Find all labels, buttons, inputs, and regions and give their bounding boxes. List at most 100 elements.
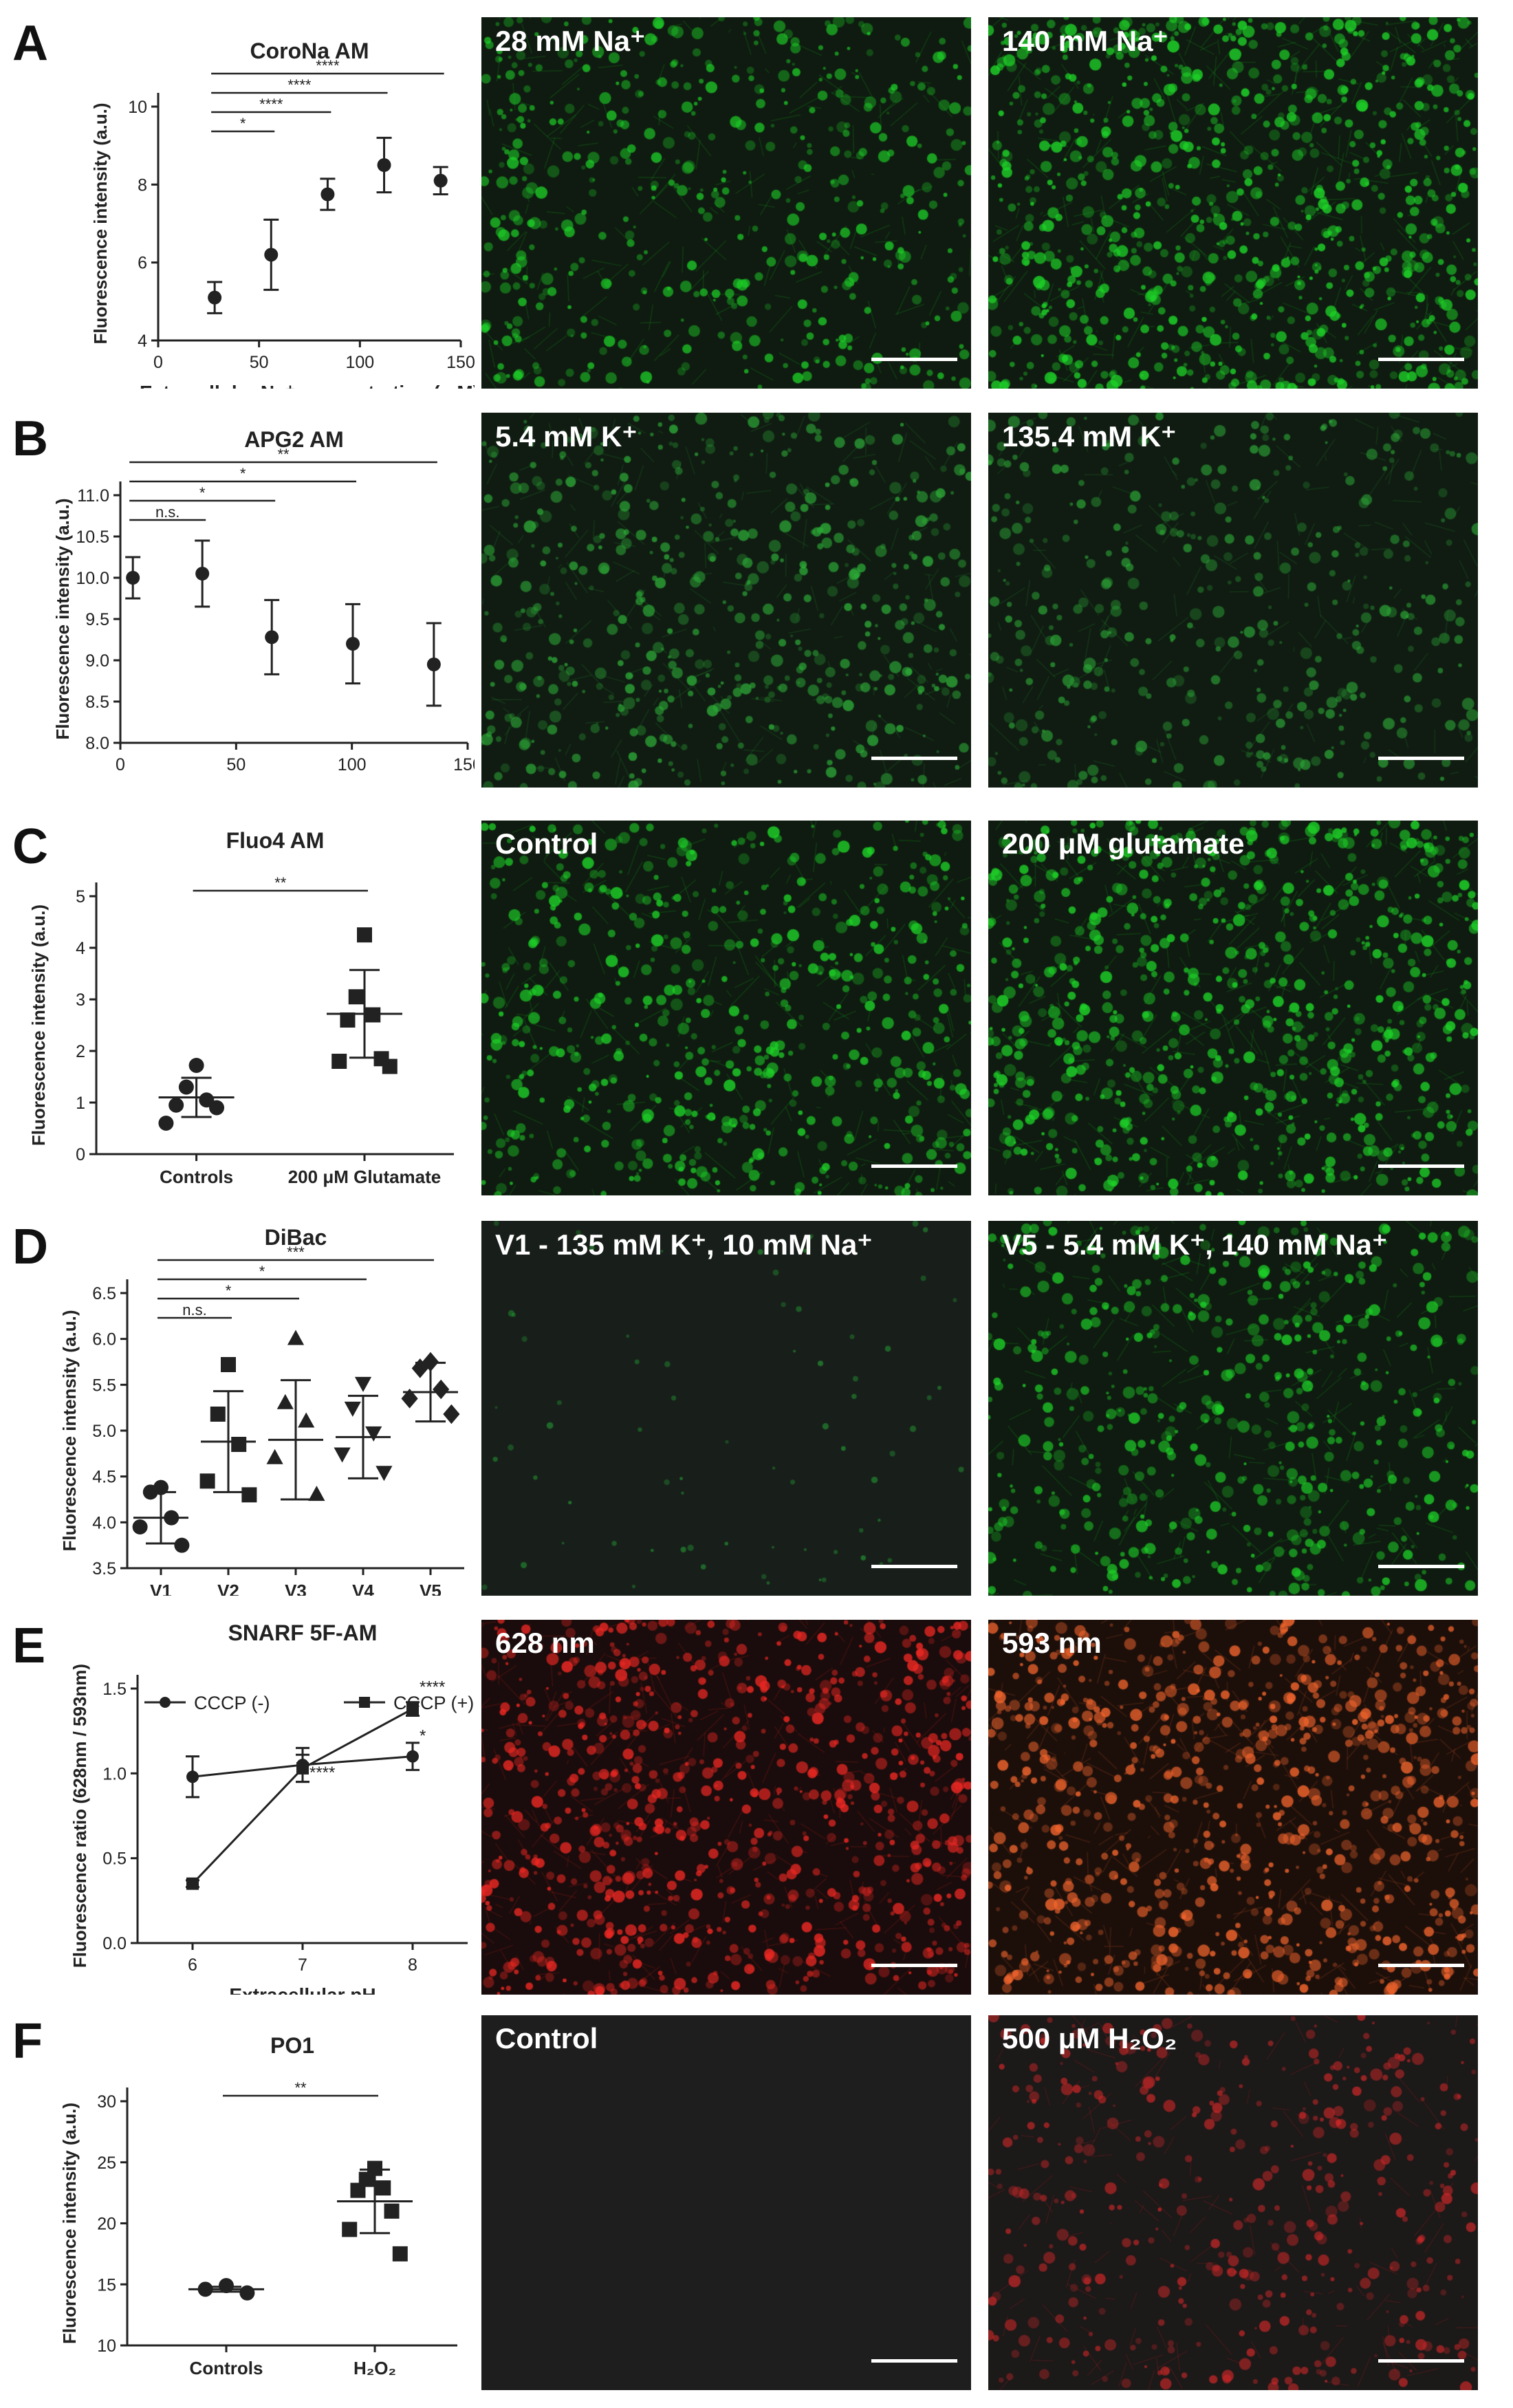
y-axis-label: Fluorescence intensity (a.u.) bbox=[52, 498, 73, 739]
data-point bbox=[384, 2203, 400, 2219]
micrograph-label: 628 nm bbox=[495, 1627, 595, 1659]
significance-label: **** bbox=[420, 1678, 445, 1697]
data-point bbox=[287, 1330, 305, 1345]
micrograph: 200 μM glutamate bbox=[988, 821, 1478, 1195]
x-tick-label: 7 bbox=[298, 1955, 307, 1975]
y-tick-label: 10.5 bbox=[76, 528, 109, 547]
y-axis-label: Fluorescence intensity (a.u.) bbox=[59, 1310, 80, 1551]
chart-panel-c: C Fluo4 AM 0 1 2 3 4 5 Controls 200 μM Glutamate F… bbox=[12, 821, 454, 1187]
y-tick-label: 0.5 bbox=[102, 1850, 127, 1869]
data-point bbox=[340, 1012, 356, 1028]
series-line bbox=[191, 1708, 413, 1885]
y-tick-label: 4.0 bbox=[92, 1513, 116, 1532]
data-point bbox=[411, 1358, 428, 1378]
data-point bbox=[174, 1537, 190, 1553]
data-point bbox=[158, 1116, 174, 1131]
x-tick-label: 8 bbox=[408, 1955, 417, 1975]
micrograph-label: 28 mM Na⁺ bbox=[495, 25, 646, 57]
x-tick-label: 150 bbox=[446, 353, 475, 372]
significance-label: * bbox=[420, 1727, 426, 1746]
significance-label: ** bbox=[274, 874, 287, 891]
data-point bbox=[195, 567, 210, 581]
y-tick-label: 1.0 bbox=[102, 1764, 127, 1783]
scale-bar bbox=[871, 2359, 957, 2363]
axes bbox=[126, 2087, 457, 2347]
significance-label: * bbox=[240, 115, 246, 132]
data-point bbox=[186, 1770, 199, 1783]
data-point bbox=[276, 1393, 294, 1409]
y-tick-label: 0 bbox=[76, 1145, 85, 1164]
y-tick-label: 3 bbox=[76, 990, 85, 1010]
axes bbox=[119, 481, 468, 744]
error-bar bbox=[211, 2286, 241, 2293]
micrograph: 28 mM Na⁺ bbox=[481, 17, 971, 389]
data-point bbox=[375, 2180, 391, 2196]
y-tick-label: 1.5 bbox=[102, 1680, 127, 1699]
cell-fluorescence bbox=[481, 413, 971, 788]
error-bar bbox=[181, 1076, 212, 1118]
data-point bbox=[296, 1761, 309, 1775]
axes bbox=[95, 882, 454, 1156]
data-point bbox=[406, 1702, 419, 1715]
micrograph-label: Control bbox=[495, 827, 598, 860]
y-axis-label: Fluorescence ratio (628nm / 593nm) bbox=[69, 1664, 90, 1968]
data-point bbox=[365, 1426, 382, 1442]
micrograph-label: V1 - 135 mM K⁺, 10 mM Na⁺ bbox=[495, 1228, 873, 1261]
data-point bbox=[199, 1473, 215, 1489]
significance-label: *** bbox=[287, 1244, 305, 1261]
data-point bbox=[320, 187, 335, 202]
data-point bbox=[382, 1059, 398, 1074]
data-point bbox=[350, 2182, 366, 2198]
panel-letter: B bbox=[12, 413, 48, 466]
category-label: V1 bbox=[150, 1581, 172, 1596]
category-label: V2 bbox=[217, 1581, 239, 1596]
data-point bbox=[433, 173, 448, 188]
y-tick-label: 6.0 bbox=[92, 1330, 116, 1349]
significance-label: n.s. bbox=[182, 1301, 206, 1319]
micrograph: 500 μM H₂O₂ bbox=[988, 2015, 1478, 2390]
significance-label: * bbox=[199, 484, 206, 501]
micrograph: Control bbox=[481, 821, 971, 1195]
cell-fluorescence bbox=[481, 1620, 971, 1995]
significance-label: **** bbox=[259, 96, 283, 113]
data-point bbox=[188, 1058, 204, 1073]
y-tick-label: 15 bbox=[97, 2275, 116, 2295]
y-tick-label: 5 bbox=[76, 887, 85, 907]
y-tick-label: 4.5 bbox=[92, 1468, 116, 1487]
data-point bbox=[357, 927, 372, 943]
legend-marker bbox=[160, 1697, 171, 1708]
data-point bbox=[334, 1447, 351, 1463]
chart-title: DiBac bbox=[265, 1225, 327, 1250]
error-bar bbox=[348, 1394, 378, 1479]
cell-fluorescence bbox=[988, 2015, 1478, 2390]
cell-fluorescence bbox=[481, 821, 971, 1195]
micrograph: V1 - 135 mM K⁺, 10 mM Na⁺ bbox=[481, 1221, 971, 1596]
error-bar bbox=[146, 1490, 176, 1545]
scale-bar bbox=[1378, 1565, 1464, 1568]
y-tick-label: 5.5 bbox=[92, 1376, 116, 1395]
data-point bbox=[209, 1100, 225, 1116]
data-point bbox=[344, 1401, 361, 1417]
data-point bbox=[426, 658, 441, 671]
micrograph-label: 500 μM H₂O₂ bbox=[1002, 2022, 1177, 2054]
x-tick-label: 50 bbox=[226, 755, 246, 774]
chart-title: APG2 AM bbox=[244, 427, 344, 452]
y-tick-label: 30 bbox=[97, 2092, 116, 2112]
data-point bbox=[348, 989, 364, 1005]
y-tick-label: 1 bbox=[76, 1094, 85, 1113]
data-point bbox=[266, 1449, 283, 1464]
y-axis-label: Fluorescence intensity (a.u.) bbox=[28, 904, 49, 1146]
legend-label: CCCP (-) bbox=[194, 1693, 270, 1713]
error-bar bbox=[281, 1379, 311, 1501]
x-tick-label: 0 bbox=[153, 353, 163, 372]
significance-label: **** bbox=[309, 1764, 335, 1782]
legend-marker bbox=[359, 1697, 370, 1708]
cell-fluorescence bbox=[481, 1221, 971, 1596]
error-bar bbox=[349, 968, 380, 1059]
x-tick-label: 50 bbox=[250, 353, 269, 372]
data-point bbox=[241, 1487, 257, 1503]
x-tick-label: 6 bbox=[188, 1955, 197, 1975]
category-label: H₂O₂ bbox=[353, 2358, 396, 2378]
y-tick-label: 25 bbox=[97, 2154, 116, 2173]
